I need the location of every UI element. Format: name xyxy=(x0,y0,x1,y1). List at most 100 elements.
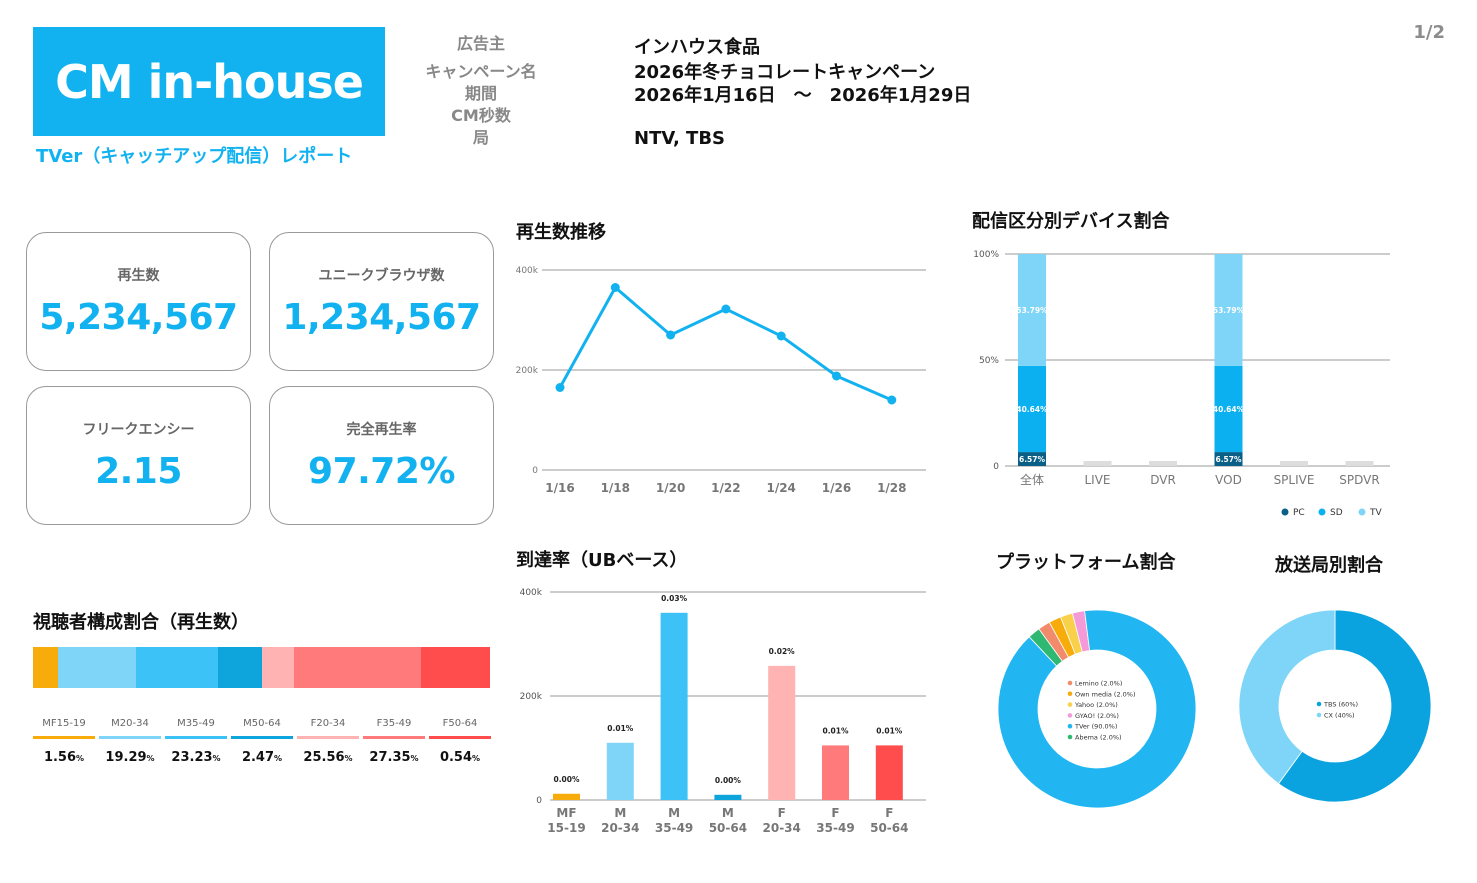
device-data-label: 53.79% xyxy=(1213,306,1245,315)
device-empty-bar xyxy=(1345,461,1374,466)
platform-legend-dot xyxy=(1067,734,1073,740)
device-xtick-label: VOD xyxy=(1215,473,1242,487)
device-empty-bar xyxy=(1149,461,1177,466)
audience-legend-unit: % xyxy=(344,754,353,763)
reach-xtick-label: M xyxy=(668,806,680,820)
campaign-value: 2026年冬チョコレートキャンペーン xyxy=(634,62,936,83)
device-legend-label: SD xyxy=(1330,508,1343,518)
platform-chart-title: プラットフォーム割合 xyxy=(996,552,1176,573)
reach-xtick-label: F xyxy=(885,806,893,820)
audience-bar-segment xyxy=(58,647,136,688)
platform-legend-dot xyxy=(1067,691,1073,697)
audience-bar-segment xyxy=(421,647,490,688)
trend-ytick-label: 400k xyxy=(516,266,539,276)
reach-bar xyxy=(606,742,634,800)
audience-bar-segment xyxy=(33,647,59,688)
audience-bar-segment xyxy=(293,647,422,688)
period-value: 2026年1月16日 ～ 2026年1月29日 xyxy=(634,85,972,106)
station-legend-label: CX (40%) xyxy=(1324,712,1355,720)
reach-data-label: 0.01% xyxy=(822,726,849,735)
label-period: 期間 xyxy=(464,84,497,103)
trend-xtick-label: 1/24 xyxy=(766,481,795,495)
trend-point xyxy=(832,371,841,381)
device-ytick-label: 100% xyxy=(973,250,999,260)
trend-line xyxy=(558,285,893,402)
platform-legend-dot xyxy=(1067,713,1073,718)
reach-bar xyxy=(553,793,580,800)
audience-legend-line xyxy=(297,736,359,739)
trend-point xyxy=(666,330,676,340)
reach-data-label: 0.03% xyxy=(661,594,688,603)
audience-legend-value: 0.54% xyxy=(439,750,481,765)
reach-xtick-label: 20-34 xyxy=(763,821,801,835)
audience-legend-line xyxy=(33,736,95,739)
audience-legend-label: M50-64 xyxy=(243,718,281,729)
stations-value: NTV, TBS xyxy=(634,128,726,149)
advertiser-value: インハウス食品 xyxy=(634,37,760,58)
platform-legend-label: Lemino (2.0%) xyxy=(1075,680,1122,688)
kpi-value: 1,234,567 xyxy=(282,297,481,338)
device-empty-bar xyxy=(1083,461,1112,466)
audience-legend-label: F50-64 xyxy=(442,718,478,729)
audience-legend-value: 25.56% xyxy=(303,750,353,765)
device-legend-dot xyxy=(1281,508,1289,516)
kpi-label: 再生数 xyxy=(117,268,160,284)
device-xtick-label: SPLIVE xyxy=(1274,473,1315,487)
reach-xtick-label: 50-64 xyxy=(709,821,747,835)
trend-point xyxy=(721,304,731,314)
audience-legend-label: F20-34 xyxy=(310,718,346,729)
device-data-label: 53.79% xyxy=(1016,306,1048,315)
audience-legend: MF15-19 1.56% M20-34 19.29% M35-49 23.23% M50-… xyxy=(33,718,493,778)
report-subtitle: TVer（キャッチアップ配信）レポート xyxy=(36,146,353,167)
meta-labels: 広告主 キャンペーン名 期間 CM秒数 局 xyxy=(411,33,551,149)
reach-xtick-label: 50-64 xyxy=(870,821,908,835)
device-ytick-label: 0 xyxy=(993,462,999,472)
reach-xtick-label: M xyxy=(722,806,734,820)
device-data-label: 40.64% xyxy=(1016,405,1048,414)
platform-legend-label: TVer (90.0%) xyxy=(1074,723,1117,731)
platform-slice xyxy=(997,609,1197,809)
label-advertiser: 広告主 xyxy=(456,34,505,53)
audience-stacked-bar xyxy=(33,647,490,688)
trend-xtick-label: 1/18 xyxy=(601,481,630,495)
kpi-label: フリークエンシー xyxy=(82,422,195,438)
device-chart-title: 配信区分別デバイス割合 xyxy=(972,211,1170,232)
reach-bar xyxy=(875,745,903,800)
reach-data-label: 0.00% xyxy=(715,776,742,785)
reach-xtick-label: 15-19 xyxy=(547,821,585,835)
device-bar-segment xyxy=(1018,254,1046,366)
station-legend-dot xyxy=(1316,701,1322,707)
reach-data-label: 0.01% xyxy=(607,724,634,733)
trend-xtick-label: 1/26 xyxy=(822,481,851,495)
device-xtick-label: SPDVR xyxy=(1339,473,1379,487)
audience-legend-value: 2.47% xyxy=(241,750,283,765)
page-indicator: 1/2 xyxy=(1413,22,1445,43)
station-slice xyxy=(1278,609,1432,803)
audience-legend-unit: % xyxy=(410,754,419,763)
trend-xtick-label: 1/22 xyxy=(711,481,740,495)
device-ytick-label: 50% xyxy=(979,356,999,366)
device-data-label: 6.57% xyxy=(1019,455,1046,464)
station-chart-title: 放送局別割合 xyxy=(1275,555,1383,576)
reach-bar xyxy=(768,665,796,800)
device-share-chart: 0 50% 100% 6.57% 40.64% 53.79% 全体 LIVE DVR 6.57% 4… xyxy=(973,250,1390,518)
audience-legend-line xyxy=(165,736,227,739)
trend-xtick-label: 1/20 xyxy=(656,481,685,495)
reach-ytick-label: 400k xyxy=(520,588,543,598)
device-legend-label: PC xyxy=(1293,508,1305,518)
device-bar-segment xyxy=(1214,254,1243,366)
platform-legend-dot xyxy=(1067,680,1073,686)
reach-xtick-label: F xyxy=(831,806,839,820)
device-bar-segment xyxy=(1018,452,1046,466)
station-share-donut: TBS (60%) CX (40%) xyxy=(1238,609,1432,803)
audience-bar-segment xyxy=(135,647,219,688)
trend-ytick-label: 200k xyxy=(516,366,539,376)
audience-legend-line xyxy=(363,736,425,739)
reach-data-label: 0.00% xyxy=(553,775,580,784)
audience-legend-label: MF15-19 xyxy=(42,718,86,729)
reach-bar xyxy=(660,612,688,800)
audience-legend-value: 1.56% xyxy=(43,750,85,765)
station-slice xyxy=(1238,609,1336,785)
device-legend-dot xyxy=(1318,508,1326,516)
audience-legend-unit: % xyxy=(274,754,283,763)
